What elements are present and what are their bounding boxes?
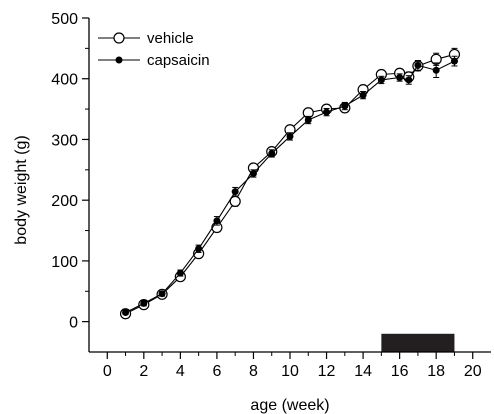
data-point: [213, 217, 221, 225]
data-point: [432, 66, 440, 74]
x-tick-label: 4: [176, 363, 185, 380]
y-tick-label: 300: [51, 132, 78, 149]
data-point: [405, 76, 413, 84]
y-tick-label: 0: [69, 315, 78, 332]
x-tick-label: 6: [212, 363, 221, 380]
data-point: [396, 74, 404, 82]
data-point: [249, 169, 257, 177]
data-point: [341, 102, 349, 110]
x-tick-label: 10: [281, 363, 299, 380]
data-point: [323, 108, 331, 116]
data-point: [231, 188, 239, 196]
x-tick-label: 2: [139, 363, 148, 380]
x-tick-label: 0: [103, 363, 112, 380]
y-tick-label: 500: [51, 11, 78, 28]
x-tick-label: 16: [391, 363, 409, 380]
data-point: [195, 245, 203, 253]
y-tick-label: 400: [51, 72, 78, 89]
x-axis-title: age (week): [250, 397, 329, 414]
data-point: [158, 290, 166, 298]
legend-marker: [113, 32, 125, 44]
y-tick-label: 200: [51, 193, 78, 210]
data-point: [377, 76, 385, 84]
legend: vehicle capsaicin: [98, 30, 210, 69]
data-point: [140, 299, 148, 307]
series-line: [125, 60, 455, 314]
data-point: [414, 61, 422, 69]
x-tick-label: 20: [464, 363, 482, 380]
data-point: [304, 116, 312, 124]
data-point: [268, 149, 276, 157]
series-vehicle: [119, 47, 461, 320]
data-point: [450, 57, 458, 65]
data-point: [286, 132, 294, 140]
x-tick-label: 12: [318, 363, 336, 380]
y-axis-title: body weight (g): [13, 135, 30, 244]
y-tick-label: 100: [51, 254, 78, 271]
legend-label: vehicle: [147, 30, 194, 47]
series-capsaicin: [122, 55, 458, 317]
x-tick-label: 18: [427, 363, 445, 380]
legend-marker: [115, 56, 123, 64]
x-tick-label: 8: [249, 363, 258, 380]
legend-label: capsaicin: [147, 52, 210, 69]
data-point: [176, 269, 184, 277]
data-point: [122, 309, 130, 317]
treatment-period-bar: [381, 333, 455, 352]
data-point: [359, 91, 367, 99]
x-tick-label: 14: [354, 363, 372, 380]
series-line: [125, 53, 455, 315]
